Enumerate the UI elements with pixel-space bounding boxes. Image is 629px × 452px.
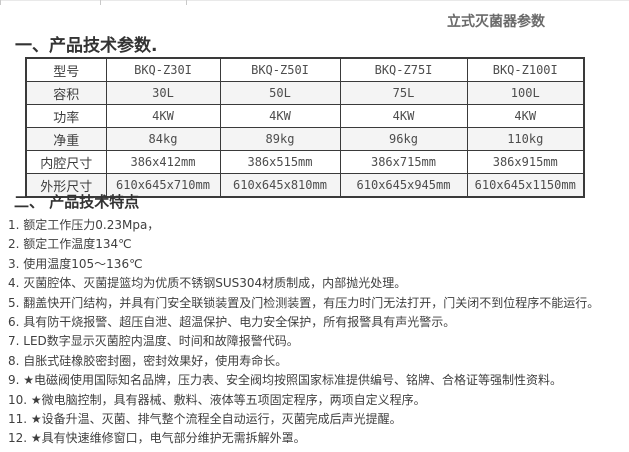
feature-item: 10. ★微电脑控制，具有器械、敷料、液体等五项固定程序，两项自定义程序。 <box>8 392 426 407</box>
spec-value: 4KW <box>105 104 221 128</box>
spec-table: 型号 BKQ-Z30I BKQ-Z50I BKQ-Z75I BKQ-Z100I … <box>25 57 585 198</box>
row-label: 容积 <box>25 81 107 105</box>
section1-heading: 一、产品技术参数. <box>15 36 158 56</box>
page-corner-title: 立式灭菌器参数 <box>447 14 545 30</box>
table-border-remnant <box>0 0 1 5</box>
table-row-power: 功率 4KW 4KW 4KW 4KW <box>25 104 585 128</box>
spec-value: BKQ-Z50I <box>219 57 341 82</box>
row-label: 净重 <box>25 127 107 151</box>
feature-item: 11. ★设备升温、灭菌、排气整个流程全自动运行，灭菌完成后声光提醒。 <box>8 411 402 426</box>
table-row-model: 型号 BKQ-Z30I BKQ-Z50I BKQ-Z75I BKQ-Z100I <box>25 57 585 82</box>
feature-item: 7. LED数字显示灭菌腔内温度、时间和故障报警代码。 <box>8 334 299 349</box>
section2-heading: 二、 产品技术特点 <box>14 193 140 211</box>
feature-item: 1. 额定工作压力0.23Mpa， <box>8 218 160 232</box>
spec-value: 386x412mm <box>105 150 221 174</box>
spec-value: 386x715mm <box>339 150 468 174</box>
spec-value: 610x645x945mm <box>339 173 468 198</box>
feature-item: 8. 自胀式硅橡胶密封圈，密封效果好，使用寿命长。 <box>8 353 288 368</box>
feature-item: 4. 灭菌腔体、灭菌提篮均为优质不锈钢SUS304材质制成，内部抛光处理。 <box>8 276 407 291</box>
spec-value: BKQ-Z100I <box>466 57 585 82</box>
spec-value: 610x645x810mm <box>219 173 341 198</box>
feature-list: 1. 额定工作压力0.23Mpa， 2. 额定工作温度134℃ 3. 使用温度1… <box>8 216 599 449</box>
feature-item: 12. ★具有快速维修窗口，电气部分维护无需拆解外罩。 <box>8 431 306 446</box>
spec-value: 610x645x1150mm <box>466 173 585 198</box>
feature-item: 2. 额定工作温度134℃ <box>8 237 132 252</box>
row-label: 功率 <box>25 104 107 128</box>
feature-item: 3. 使用温度105～136℃ <box>8 256 143 271</box>
table-row-chamber-size: 内腔尺寸 386x412mm 386x515mm 386x715mm 386x9… <box>25 150 585 174</box>
spec-value: 96kg <box>339 127 468 151</box>
spec-value: 386x915mm <box>466 150 585 174</box>
spec-value: 50L <box>219 81 341 105</box>
spec-value: 4KW <box>339 104 468 128</box>
table-row-outer-size: 外形尺寸 610x645x710mm 610x645x810mm 610x645… <box>25 173 585 198</box>
table-row-weight: 净重 84kg 89kg 96kg 110kg <box>25 127 585 151</box>
spec-value: BKQ-Z30I <box>105 57 221 82</box>
row-label: 内腔尺寸 <box>25 150 107 174</box>
spec-value: 110kg <box>466 127 585 151</box>
table-border-remnant <box>186 0 187 5</box>
row-label: 外形尺寸 <box>25 173 107 198</box>
feature-item: 6. 具有防干烧报警、超压自泄、超温保护、电力安全保护，所有报警具有声光警示。 <box>8 314 456 329</box>
spec-value: 84kg <box>105 127 221 151</box>
spec-value: 386x515mm <box>219 150 341 174</box>
row-label: 型号 <box>25 57 107 82</box>
spec-value: 610x645x710mm <box>105 173 221 198</box>
spec-value: 30L <box>105 81 221 105</box>
feature-item: 5. 翻盖快开门结构，并具有门安全联锁装置及门检测装置，有压力时门无法打开，门关… <box>8 295 600 310</box>
table-row-capacity: 容积 30L 50L 75L 100L <box>25 81 585 105</box>
feature-item: 9. ★电磁阀使用国际知名品牌，压力表、安全阀均按照国家标准提供编号、铭牌、合格… <box>8 373 563 388</box>
spec-value: BKQ-Z75I <box>339 57 468 82</box>
spec-value: 75L <box>339 81 468 105</box>
spec-value: 4KW <box>466 104 585 128</box>
spec-value: 4KW <box>219 104 341 128</box>
table-border-remnant <box>100 0 101 5</box>
spec-value: 100L <box>466 81 585 105</box>
spec-value: 89kg <box>219 127 341 151</box>
top-divider-line <box>0 0 629 1</box>
